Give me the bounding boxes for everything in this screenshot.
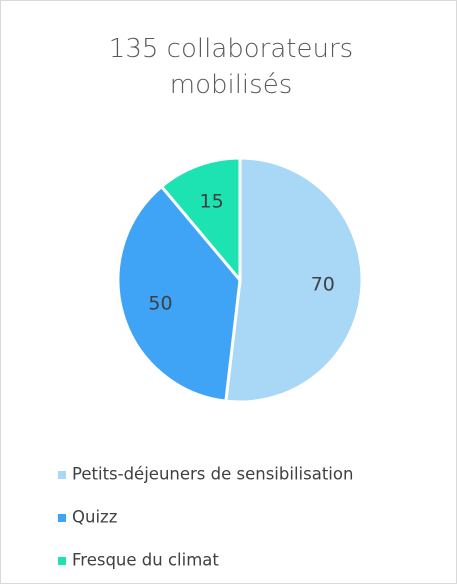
pie-slice [116, 184, 242, 403]
pie-slice [159, 156, 242, 285]
data-label: 15 [200, 191, 224, 213]
legend-swatch [58, 514, 66, 522]
chart-title: 135 collaborateurs mobilisés [108, 34, 354, 100]
legend-label: Fresque du climat [72, 551, 219, 570]
data-label: 50 [148, 292, 172, 314]
legend-label: Petits-déjeuners de sensibilisation [72, 465, 353, 484]
legend-swatch [58, 471, 66, 479]
pie-slice [224, 156, 364, 404]
legend-label: Quizz [72, 508, 117, 527]
data-label: 70 [311, 273, 335, 295]
legend-swatch [58, 557, 66, 565]
